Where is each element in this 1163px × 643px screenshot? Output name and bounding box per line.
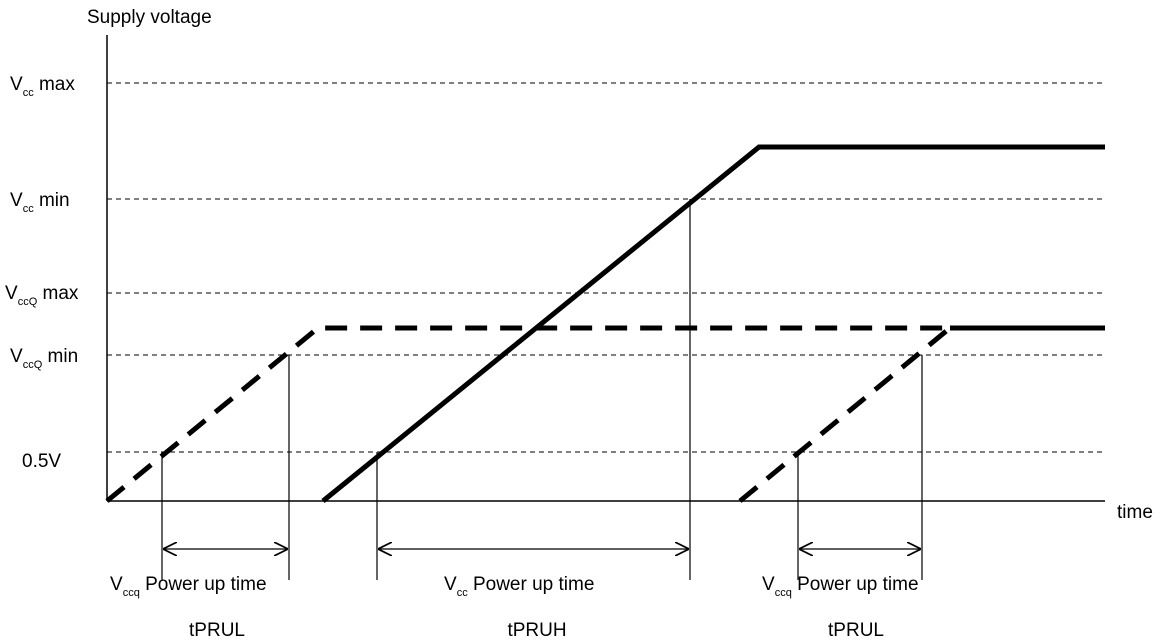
vccq-ramp-2 xyxy=(738,326,952,503)
level-label-vccq-min: VccQ min xyxy=(10,346,78,371)
caption-vccq-power-up-1: Vccq Power up time xyxy=(110,574,267,599)
caption-vccq-power-up-2: Vccq Power up time xyxy=(762,574,919,599)
level-label-vcc-max: Vcc max xyxy=(10,74,75,99)
level-label-vcc-min: Vcc min xyxy=(10,190,70,215)
param-tpruh: tPRUH xyxy=(507,620,566,641)
reference-lines xyxy=(107,82,1105,453)
level-label-vccq-max: VccQ max xyxy=(5,283,79,308)
vccq-supply-curve xyxy=(105,325,1105,503)
caption-vcc-power-up: Vcc Power up time xyxy=(444,574,594,599)
param-tprul-2: tPRUL xyxy=(828,620,884,641)
vccq-ramp-1 xyxy=(105,325,950,503)
vcc-supply-curve xyxy=(321,144,1105,503)
param-tprul-1: tPRUL xyxy=(189,620,245,641)
level-label-half-volt: 0.5V xyxy=(22,451,61,472)
y-axis-label: Supply voltage xyxy=(87,7,212,28)
x-axis-label: time xyxy=(1117,502,1153,523)
interval-markers xyxy=(161,199,923,580)
